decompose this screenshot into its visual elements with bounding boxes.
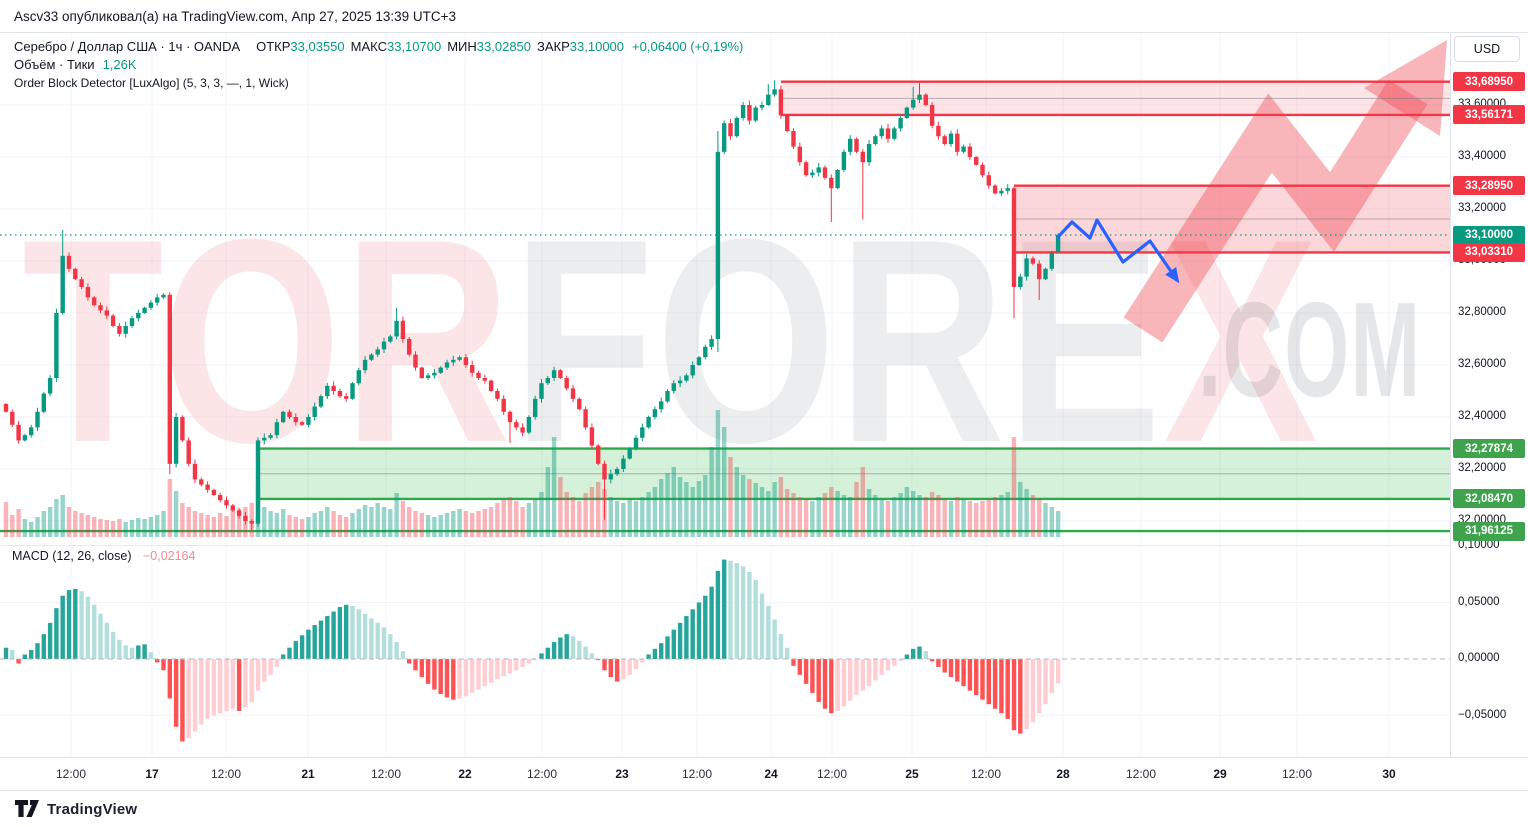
price-level-label-green: 31,96125 xyxy=(1453,521,1525,541)
time-tick: 12:00 xyxy=(970,767,1002,781)
share-header-text: Ascv33 опубликовал(а) на TradingView.com… xyxy=(14,8,457,24)
time-tick: 12:00 xyxy=(526,767,558,781)
time-tick: 24 xyxy=(764,767,778,781)
price-level-label-red: 33,28950 xyxy=(1453,176,1525,196)
indicator-legend-row[interactable]: Order Block Detector [LuxAlgo] (5, 3, 3,… xyxy=(14,75,743,90)
price-axis[interactable]: USD 33,6000033,4000033,2000033,0000032,8… xyxy=(1450,33,1528,757)
time-tick: 22 xyxy=(458,767,472,781)
volume-value: 1,26K xyxy=(102,57,137,72)
time-tick: 17 xyxy=(145,767,159,781)
pane-separator[interactable] xyxy=(0,545,1528,546)
price-tick: 32,20000 xyxy=(1458,462,1506,474)
price-level-label-red: 33,03310 xyxy=(1453,242,1525,262)
price-level-label-red: 33,68950 xyxy=(1453,72,1525,92)
macd-title: MACD (12, 26, close) xyxy=(12,549,132,563)
time-tick: 30 xyxy=(1382,767,1396,781)
time-tick: 23 xyxy=(615,767,629,781)
ohlc-value: 33,10700 xyxy=(386,39,442,54)
share-header: Ascv33 опубликовал(а) на TradingView.com… xyxy=(0,0,1528,33)
price-tick: 32,60000 xyxy=(1458,358,1506,370)
tradingview-brand[interactable]: TradingView xyxy=(47,800,138,818)
ohlc-value: 33,03550 xyxy=(290,39,345,54)
price-tick: 33,20000 xyxy=(1458,202,1506,214)
price-level-label-green: 32,27874 xyxy=(1453,439,1525,459)
time-tick: 12:00 xyxy=(681,767,713,781)
time-tick: 12:00 xyxy=(370,767,402,781)
ohlc-values: ОТКР 33,03550 МАКС 33,10700 МИН 33,02850 ЗАКР 3… xyxy=(250,39,624,54)
volume-label: Объём · Тики xyxy=(14,57,95,72)
macd-tick: 0,00000 xyxy=(1458,652,1500,664)
ohlc-key: МАКС xyxy=(350,39,387,54)
time-tick: 12:00 xyxy=(816,767,848,781)
symbol-title[interactable]: Серебро / Доллар США · 1ч · OANDA xyxy=(14,39,241,54)
macd-tick: 0,10000 xyxy=(1458,539,1500,551)
price-level-label-green: 32,08470 xyxy=(1453,489,1525,509)
volume-legend-row[interactable]: Объём · Тики 1,26K xyxy=(14,56,743,73)
change-value: +0,06400 (+0,19%) xyxy=(632,39,744,54)
chart-legend: Серебро / Доллар США · 1ч · OANDA ОТКР 33… xyxy=(14,38,743,90)
time-tick: 12:00 xyxy=(55,767,87,781)
ohlc-value: 33,10000 xyxy=(569,39,625,54)
tradingview-logo-icon[interactable] xyxy=(14,798,40,820)
price-level-label-red: 33,56171 xyxy=(1453,105,1525,125)
time-tick: 28 xyxy=(1056,767,1070,781)
ohlc-key: ОТКР xyxy=(256,39,291,54)
ohlc-value: 33,02850 xyxy=(476,39,532,54)
time-tick: 29 xyxy=(1213,767,1227,781)
price-level-label-teal: 33,10000 xyxy=(1453,225,1525,245)
price-tick: 32,40000 xyxy=(1458,410,1506,422)
macd-value: −0,02164 xyxy=(142,549,196,563)
price-tick: 32,80000 xyxy=(1458,306,1506,318)
time-axis[interactable]: 12:00 17 12:00 21 12:00 22 12:00 23 12:00 24 12:00… xyxy=(0,757,1528,790)
macd-legend-row[interactable]: MACD (12, 26, close) −0,02164 xyxy=(12,549,195,563)
time-tick: 25 xyxy=(905,767,919,781)
footer-bar: TradingView xyxy=(0,790,1528,827)
indicator-title: Order Block Detector [LuxAlgo] (5, 3, 3,… xyxy=(14,75,289,90)
currency-button[interactable]: USD xyxy=(1454,36,1520,62)
time-tick: 12:00 xyxy=(1125,767,1157,781)
ohlc-key: МИН xyxy=(447,39,477,54)
time-tick: 12:00 xyxy=(1281,767,1313,781)
macd-tick: −0,05000 xyxy=(1458,708,1507,721)
time-tick: 12:00 xyxy=(210,767,242,781)
price-chart[interactable] xyxy=(0,0,1450,790)
price-tick: 33,40000 xyxy=(1458,150,1506,162)
ohlc-key: ЗАКР xyxy=(537,39,570,54)
time-tick: 21 xyxy=(301,767,315,781)
symbol-legend-row[interactable]: Серебро / Доллар США · 1ч · OANDA ОТКР 33… xyxy=(14,38,743,55)
macd-tick: 0,05000 xyxy=(1458,595,1500,608)
